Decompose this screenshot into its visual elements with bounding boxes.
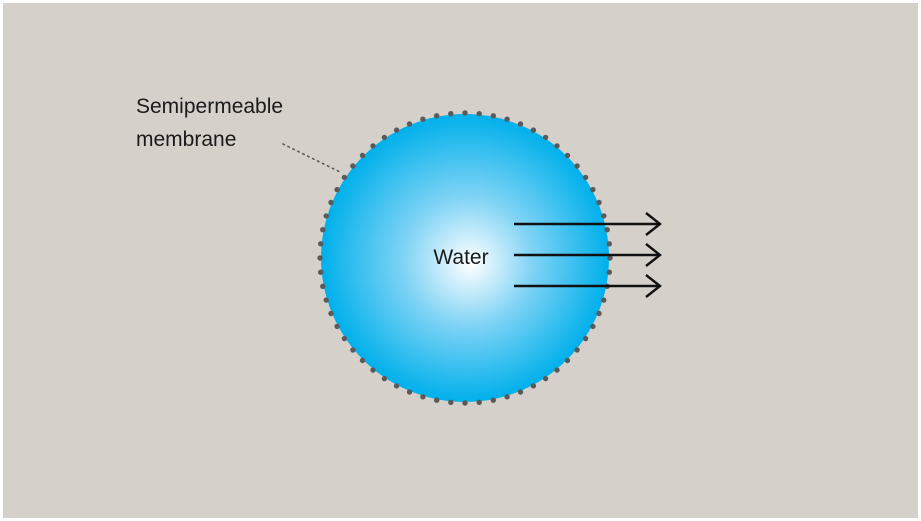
membrane-dot <box>381 375 388 382</box>
membrane-dot <box>350 163 356 169</box>
membrane-dot <box>574 163 580 169</box>
membrane-label-line2: membrane <box>136 128 236 151</box>
membrane-dot <box>476 111 482 117</box>
membrane-dot <box>601 297 607 303</box>
membrane-dot <box>517 121 524 127</box>
membrane-dot <box>554 367 560 373</box>
membrane-dot <box>574 347 580 353</box>
membrane-dot <box>323 213 329 219</box>
membrane-dot <box>334 323 340 330</box>
membrane-dot <box>601 213 607 219</box>
membrane-dot <box>350 347 356 353</box>
membrane-dot <box>370 143 376 149</box>
membrane-leader-line <box>282 143 341 173</box>
water-sphere <box>321 114 609 402</box>
membrane-dot <box>381 134 388 141</box>
membrane-dot <box>517 389 524 395</box>
membrane-dot <box>590 323 596 330</box>
membrane-dot <box>393 127 400 133</box>
flow-arrow <box>514 243 662 267</box>
arrow-head <box>645 212 662 236</box>
water-label: Water <box>433 246 488 269</box>
membrane-dot <box>359 152 366 159</box>
membrane-dot <box>448 399 454 405</box>
membrane-dot <box>604 227 610 233</box>
membrane-dot <box>596 310 602 317</box>
membrane-dot <box>490 397 496 403</box>
membrane-dot <box>504 394 510 400</box>
membrane-dot <box>490 113 496 119</box>
membrane-dot <box>328 310 334 317</box>
flow-arrow <box>514 212 662 236</box>
membrane-dot <box>323 297 329 303</box>
membrane-dot <box>334 186 340 193</box>
membrane-dot <box>359 357 366 364</box>
membrane-dot <box>448 111 454 117</box>
membrane-dot <box>606 269 612 275</box>
semipermeable-membrane <box>317 110 613 406</box>
flow-arrow <box>514 274 662 298</box>
membrane-dot <box>542 134 549 141</box>
membrane-dot <box>406 389 413 395</box>
membrane-dot <box>564 357 571 364</box>
membrane-dot <box>434 397 440 403</box>
membrane-dot <box>582 174 589 181</box>
membrane-dot <box>542 375 549 382</box>
membrane-dot <box>504 116 510 122</box>
membrane-dot <box>406 121 413 127</box>
membrane-dot <box>607 255 613 261</box>
membrane-dot <box>420 394 426 400</box>
membrane-dot <box>476 399 482 405</box>
membrane-dot <box>420 116 426 122</box>
membrane-dot <box>434 113 440 119</box>
membrane-dot <box>582 335 589 342</box>
membrane-dot <box>462 400 468 406</box>
membrane-dot <box>606 241 612 247</box>
membrane-label-line1: Semipermeable <box>136 95 283 118</box>
membrane-dot <box>530 127 537 133</box>
membrane-dot <box>530 383 537 389</box>
membrane-dot <box>393 383 400 389</box>
membrane-dot <box>462 110 468 116</box>
membrane-dot <box>318 241 324 247</box>
membrane-dot <box>341 174 348 181</box>
membrane-dot <box>370 367 376 373</box>
membrane-dot <box>318 269 324 275</box>
membrane-dot <box>590 186 596 193</box>
membrane-dot <box>328 199 334 206</box>
membrane-dot <box>596 199 602 206</box>
arrow-head <box>645 243 662 267</box>
water-flow-arrows <box>514 212 662 298</box>
membrane-dot <box>320 283 326 289</box>
membrane-dot <box>564 152 571 159</box>
membrane-dot <box>320 227 326 233</box>
membrane-dot <box>341 335 348 342</box>
membrane-dot <box>554 143 560 149</box>
membrane-dot <box>317 255 323 261</box>
arrow-head <box>645 274 662 298</box>
